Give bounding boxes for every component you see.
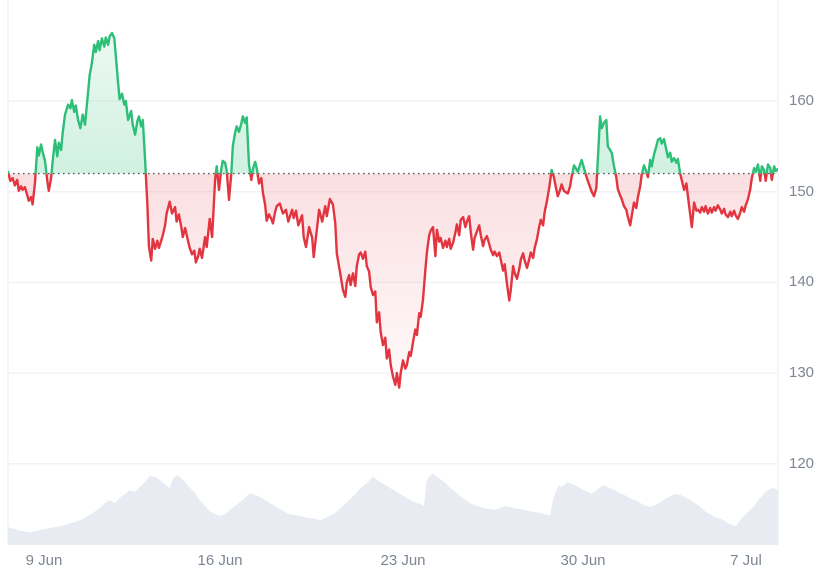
price-line-down — [8, 173, 775, 389]
y-axis-tick-label: 160 — [789, 92, 815, 109]
price-fill-above-baseline — [8, 33, 778, 174]
x-axis-tick-label: 9 Jun — [25, 552, 63, 569]
x-axis-tick-label: 16 Jun — [197, 552, 243, 569]
y-axis-tick-label: 150 — [789, 183, 815, 200]
price-fill-below-baseline — [8, 173, 773, 388]
y-axis-tick-label: 140 — [789, 273, 815, 290]
y-axis-tick-label: 120 — [789, 455, 815, 472]
x-axis-tick-label: 30 Jun — [560, 552, 606, 569]
x-axis-tick-label: 7 Jul — [730, 552, 762, 569]
price-line-up — [8, 31, 778, 174]
x-axis-tick-label: 23 Jun — [380, 552, 426, 569]
y-axis-tick-label: 130 — [789, 364, 815, 381]
volume-area — [8, 473, 778, 545]
